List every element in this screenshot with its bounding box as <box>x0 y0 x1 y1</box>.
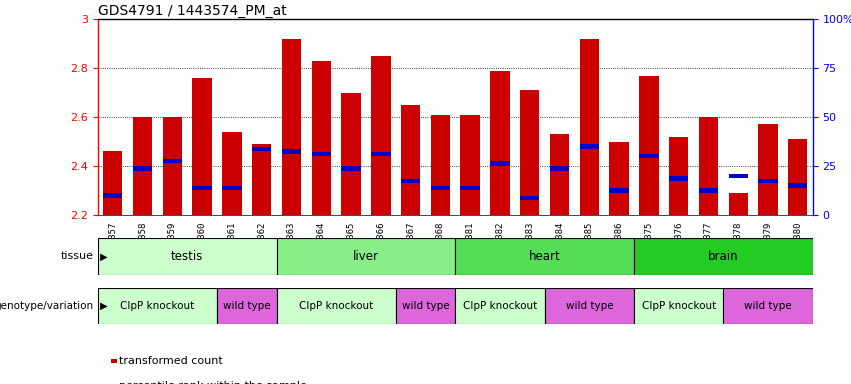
Bar <box>217 288 277 324</box>
Text: ▶: ▶ <box>97 251 107 262</box>
Bar <box>133 166 152 171</box>
Bar <box>277 238 455 275</box>
Bar <box>580 39 599 215</box>
Bar <box>609 189 629 193</box>
Bar <box>490 71 510 215</box>
Bar <box>252 144 271 215</box>
Bar <box>222 132 242 215</box>
Bar <box>699 189 718 193</box>
Text: heart: heart <box>528 250 561 263</box>
Bar <box>98 288 217 324</box>
Bar <box>341 166 361 171</box>
Bar <box>609 142 629 215</box>
Bar <box>401 105 420 215</box>
Bar <box>634 288 723 324</box>
Bar <box>133 117 152 215</box>
Bar <box>222 186 242 190</box>
Bar <box>699 117 718 215</box>
Bar <box>192 186 212 190</box>
Bar <box>282 149 301 154</box>
Bar <box>669 176 688 180</box>
Bar <box>192 78 212 215</box>
Bar <box>371 56 391 215</box>
Bar <box>758 124 778 215</box>
Text: ClpP knockout: ClpP knockout <box>120 301 195 311</box>
Bar <box>311 61 331 215</box>
Bar <box>282 39 301 215</box>
Bar <box>163 159 182 163</box>
Bar <box>252 147 271 151</box>
Bar <box>520 90 540 215</box>
Bar <box>371 152 391 156</box>
Text: wild type: wild type <box>402 301 449 311</box>
Bar <box>455 238 634 275</box>
Bar <box>550 166 569 171</box>
Bar <box>460 186 480 190</box>
Text: testis: testis <box>171 250 203 263</box>
Text: percentile rank within the sample: percentile rank within the sample <box>119 381 306 384</box>
Text: wild type: wild type <box>223 301 271 311</box>
Bar <box>550 134 569 215</box>
Bar <box>639 154 659 159</box>
Text: wild type: wild type <box>745 301 791 311</box>
Text: liver: liver <box>353 250 379 263</box>
Bar <box>669 137 688 215</box>
Bar <box>728 174 748 178</box>
Bar <box>728 193 748 215</box>
Bar <box>396 288 455 324</box>
Text: ClpP knockout: ClpP knockout <box>463 301 537 311</box>
Text: genotype/variation: genotype/variation <box>0 301 94 311</box>
Bar <box>788 139 808 215</box>
Bar <box>639 76 659 215</box>
Bar <box>98 238 277 275</box>
Bar <box>723 288 813 324</box>
Bar <box>163 117 182 215</box>
Bar <box>545 288 634 324</box>
Bar <box>580 144 599 149</box>
Bar <box>431 115 450 215</box>
Bar <box>103 193 123 198</box>
Bar <box>758 179 778 183</box>
Bar <box>431 186 450 190</box>
Bar <box>460 115 480 215</box>
Text: transformed count: transformed count <box>119 356 223 366</box>
Bar <box>103 151 123 215</box>
Bar <box>634 238 813 275</box>
Text: ClpP knockout: ClpP knockout <box>642 301 716 311</box>
Bar <box>341 93 361 215</box>
Bar <box>311 152 331 156</box>
Text: wild type: wild type <box>566 301 613 311</box>
Bar <box>788 184 808 188</box>
Bar <box>277 288 396 324</box>
Bar <box>490 161 510 166</box>
Text: tissue: tissue <box>60 251 94 262</box>
Bar <box>401 179 420 183</box>
Text: GDS4791 / 1443574_PM_at: GDS4791 / 1443574_PM_at <box>98 4 287 18</box>
Bar <box>520 196 540 200</box>
Text: ClpP knockout: ClpP knockout <box>299 301 374 311</box>
Text: brain: brain <box>708 250 739 263</box>
Bar <box>455 288 545 324</box>
Text: ▶: ▶ <box>97 301 107 311</box>
